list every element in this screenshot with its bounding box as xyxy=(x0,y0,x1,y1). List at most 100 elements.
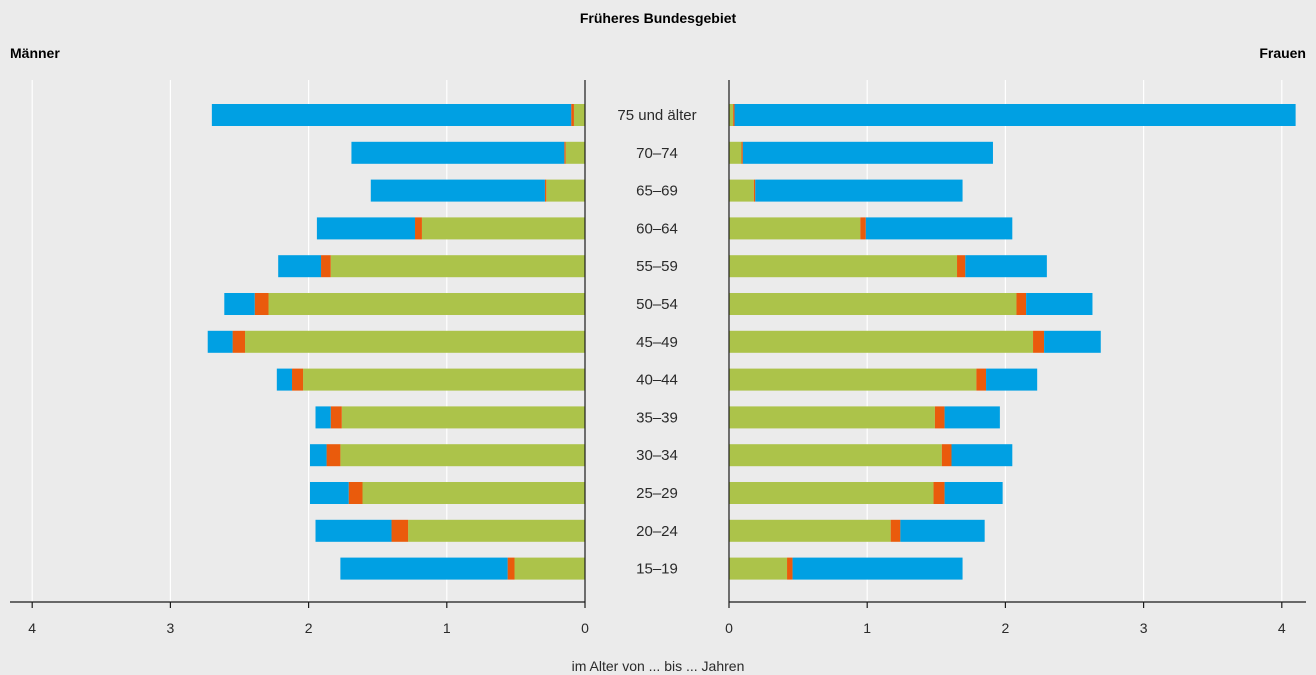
bar-left-orange-0 xyxy=(571,104,574,126)
bar-right-blue-0 xyxy=(734,104,1296,126)
bar-right-orange-12 xyxy=(787,557,793,580)
category-label-2: 65–69 xyxy=(636,183,678,200)
tick-label-left-4: 4 xyxy=(28,620,36,636)
category-label-11: 20–24 xyxy=(636,523,678,540)
bar-left-orange-1 xyxy=(564,141,566,164)
bar-left-green-7 xyxy=(303,368,585,391)
bar-right-orange-1 xyxy=(741,141,743,164)
bar-left-blue-10 xyxy=(309,482,349,504)
bar-right-orange-0 xyxy=(733,104,735,126)
bar-left-orange-12 xyxy=(507,557,515,580)
bar-left-orange-11 xyxy=(391,519,409,542)
bar-right-blue-12 xyxy=(792,557,963,580)
bar-right-green-4 xyxy=(729,255,958,278)
bar-left-blue-9 xyxy=(309,444,327,467)
bar-left-orange-9 xyxy=(326,444,341,467)
tick-label-right-4: 4 xyxy=(1278,620,1286,636)
bar-left-blue-1 xyxy=(351,141,565,164)
tick-label-right-0: 0 xyxy=(725,620,733,636)
bar-right-blue-1 xyxy=(742,141,993,164)
category-label-12: 15–19 xyxy=(636,561,678,578)
bar-left-orange-8 xyxy=(330,406,342,429)
bar-left-orange-7 xyxy=(292,368,304,391)
x-axis-label: im Alter von ... bis ... Jahren xyxy=(572,658,745,674)
bar-right-blue-3 xyxy=(865,217,1013,240)
tick-label-left-2: 2 xyxy=(305,620,313,636)
bar-left-blue-2 xyxy=(370,179,545,202)
bar-left-green-11 xyxy=(408,519,585,542)
category-label-4: 55–59 xyxy=(636,258,678,275)
bar-left-blue-7 xyxy=(276,368,293,391)
bar-left-blue-4 xyxy=(278,255,322,278)
bar-right-orange-2 xyxy=(753,179,756,202)
bar-right-green-10 xyxy=(729,482,934,504)
bar-left-orange-10 xyxy=(348,482,363,504)
bar-left-orange-6 xyxy=(232,330,246,353)
chart-title: Früheres Bundesgebiet xyxy=(580,10,737,26)
left-group-label: Männer xyxy=(10,45,60,61)
bar-right-blue-5 xyxy=(1026,293,1093,315)
bar-right-orange-8 xyxy=(934,406,945,429)
bar-left-orange-5 xyxy=(254,293,269,315)
bar-right-blue-2 xyxy=(755,179,963,202)
bar-left-orange-3 xyxy=(415,217,422,240)
bar-left-orange-4 xyxy=(321,255,331,278)
bar-right-orange-9 xyxy=(941,444,952,467)
bar-right-green-6 xyxy=(729,330,1034,353)
category-label-7: 40–44 xyxy=(636,372,678,389)
bar-right-orange-3 xyxy=(860,217,866,240)
bar-right-blue-7 xyxy=(986,368,1038,391)
category-label-3: 60–64 xyxy=(636,220,678,237)
axes: 0 0 1 1 2 2 3 3 4 4 xyxy=(10,80,1306,636)
texts: Früheres Bundesgebiet Männer Frauen im A… xyxy=(10,10,1306,674)
bar-right-green-5 xyxy=(729,293,1017,315)
bar-right-orange-7 xyxy=(976,368,987,391)
tick-label-right-3: 3 xyxy=(1140,620,1148,636)
bar-left-green-1 xyxy=(565,141,585,164)
bar-right-orange-4 xyxy=(957,255,966,278)
tick-label-left-1: 1 xyxy=(443,620,451,636)
bar-right-green-11 xyxy=(729,519,891,542)
bar-right-green-0 xyxy=(729,104,734,126)
bar-right-green-8 xyxy=(729,406,935,429)
bars xyxy=(207,104,1296,580)
bar-right-blue-6 xyxy=(1044,330,1101,353)
bar-left-green-9 xyxy=(340,444,585,467)
bar-left-blue-12 xyxy=(340,557,508,580)
category-label-9: 30–34 xyxy=(636,447,678,464)
tick-label-right-2: 2 xyxy=(1002,620,1010,636)
bar-left-blue-6 xyxy=(207,330,233,353)
bar-right-green-1 xyxy=(729,141,742,164)
bar-left-green-10 xyxy=(362,482,585,504)
bar-left-green-0 xyxy=(573,104,585,126)
bar-right-blue-11 xyxy=(900,519,985,542)
bar-right-green-12 xyxy=(729,557,788,580)
category-label-10: 25–29 xyxy=(636,485,678,502)
bar-left-green-8 xyxy=(341,406,585,429)
bar-left-green-5 xyxy=(268,293,585,315)
bar-right-blue-4 xyxy=(965,255,1047,278)
category-label-0: 75 und älter xyxy=(617,107,696,124)
bar-left-orange-2 xyxy=(544,179,547,202)
bar-right-blue-9 xyxy=(951,444,1013,467)
bar-left-blue-5 xyxy=(224,293,255,315)
category-label-1: 70–74 xyxy=(636,145,678,162)
bar-right-green-7 xyxy=(729,368,977,391)
bar-left-blue-0 xyxy=(211,104,572,126)
bar-left-green-6 xyxy=(245,330,585,353)
bar-right-blue-10 xyxy=(944,482,1003,504)
bar-right-green-9 xyxy=(729,444,942,467)
bar-right-green-2 xyxy=(729,179,754,202)
bar-right-orange-5 xyxy=(1016,293,1027,315)
bar-right-orange-11 xyxy=(890,519,901,542)
bar-left-green-4 xyxy=(330,255,585,278)
right-group-label: Frauen xyxy=(1259,45,1306,61)
bar-right-orange-10 xyxy=(933,482,945,504)
category-label-8: 35–39 xyxy=(636,409,678,426)
tick-label-left-0: 0 xyxy=(581,620,589,636)
bar-right-blue-8 xyxy=(944,406,1000,429)
tick-label-left-3: 3 xyxy=(167,620,175,636)
bar-left-green-3 xyxy=(421,217,585,240)
tick-label-right-1: 1 xyxy=(863,620,871,636)
